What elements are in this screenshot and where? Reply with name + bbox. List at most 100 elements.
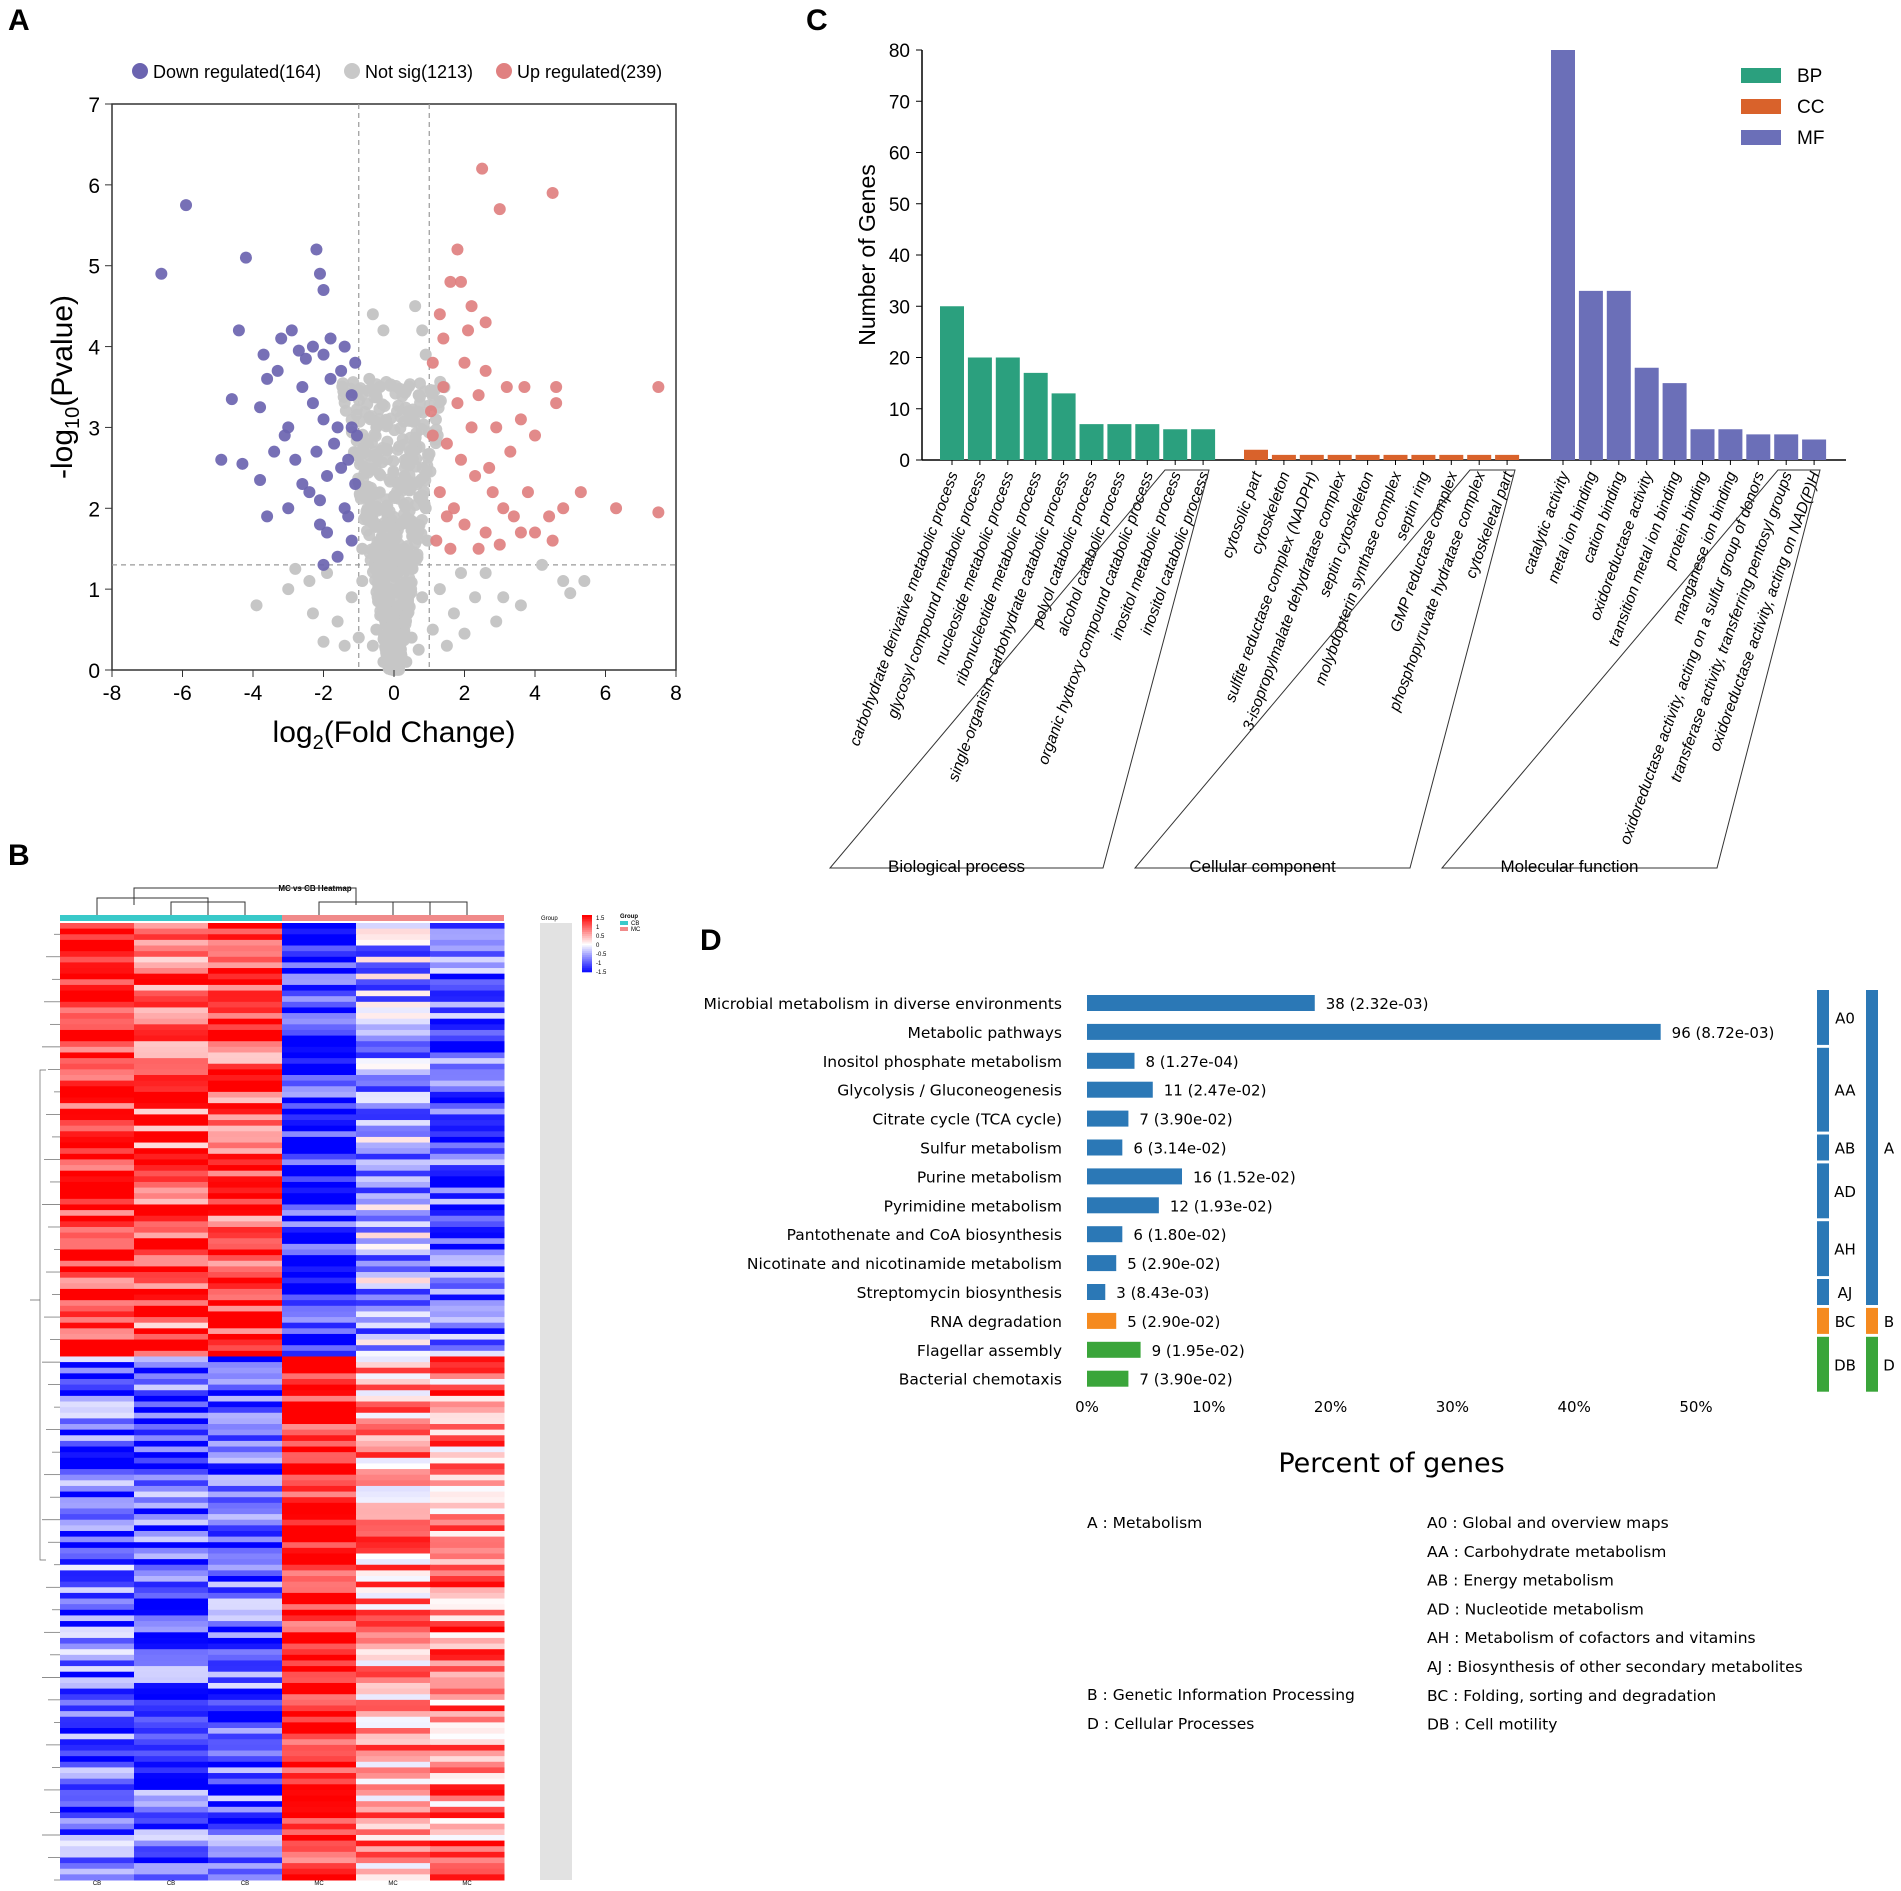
- notsig-point: [370, 623, 383, 636]
- heatmap-cell: [282, 1547, 357, 1554]
- heatmap-cell: [356, 1823, 431, 1830]
- heatmap-cell: [356, 1418, 431, 1425]
- subgroup-bar: [1817, 990, 1829, 1045]
- heatmap-cell: [60, 1187, 135, 1194]
- ontology-group-label: Cellular component: [1189, 857, 1336, 876]
- heatmap-cell: [282, 1001, 357, 1008]
- heatmap-cell: [356, 1592, 431, 1600]
- up-point: [574, 486, 587, 499]
- heatmap-cell: [430, 1148, 505, 1155]
- heatmap-cell: [208, 1761, 283, 1768]
- heatmap-cell: [282, 1463, 357, 1470]
- pathway-bar: [1087, 1370, 1129, 1387]
- heatmap-cell: [430, 1530, 505, 1538]
- heatmap-cell: [356, 1694, 431, 1701]
- heatmap-cell: [356, 1249, 431, 1256]
- pathway-label: Purine metabolism: [917, 1168, 1062, 1186]
- heatmap-cell: [60, 1542, 135, 1549]
- heatmap-cell: [356, 1671, 431, 1678]
- heatmap-cell: [430, 1311, 505, 1318]
- heatmap-cell: [134, 1086, 209, 1093]
- up-point: [550, 381, 563, 393]
- heatmap-cell: [134, 1874, 209, 1881]
- heatmap-cell: [208, 1058, 283, 1065]
- up-point: [500, 381, 513, 393]
- heatmap-cell: [282, 1187, 357, 1194]
- notsig-point: [317, 635, 330, 648]
- heatmap-cell: [430, 1080, 505, 1087]
- heatmap-cell: [208, 1418, 283, 1425]
- heatmap-cell: [430, 1485, 505, 1493]
- heatmap-cell: [60, 979, 135, 986]
- heatmap-cell: [60, 1626, 135, 1633]
- heatmap-cell: [356, 990, 431, 997]
- heatmap-cell: [134, 1868, 209, 1875]
- x-axis-title: log2(Fold Change): [273, 716, 516, 754]
- legend-label: MF: [1797, 128, 1824, 149]
- heatmap-cell: [134, 1801, 209, 1808]
- pathway-bar: [1087, 1255, 1117, 1272]
- subgroup-label: DB: [1834, 1356, 1856, 1374]
- heatmap-cell: [208, 1440, 283, 1448]
- heatmap-cell: [60, 1705, 135, 1712]
- heatmap-cell: [208, 1125, 283, 1132]
- cc-bar: [1467, 454, 1492, 460]
- heatmap-cell: [282, 990, 357, 997]
- scale-label: 1.5: [596, 916, 605, 922]
- heatmap-cell: [282, 1407, 357, 1414]
- heatmap-cell: [356, 951, 431, 958]
- heatmap-cell: [208, 1148, 283, 1155]
- notsig-point: [564, 587, 577, 600]
- heatmap-cell: [356, 1587, 431, 1594]
- heatmap-cell: [60, 1840, 135, 1847]
- x-tick-label: -2: [314, 682, 333, 705]
- heatmap-cell: [208, 1305, 283, 1312]
- heatmap-cell: [134, 1362, 209, 1369]
- heatmap-cell: [134, 1390, 209, 1397]
- heatmap-cell: [282, 1120, 357, 1127]
- heatmap-cell: [282, 1784, 357, 1791]
- heatmap-cell: [282, 1508, 357, 1515]
- heatmap-cell: [430, 1694, 505, 1701]
- notsig-point: [479, 566, 492, 579]
- heatmap-cell: [208, 1136, 283, 1144]
- heatmap-cell: [134, 1598, 209, 1605]
- pathway-bar: [1087, 1110, 1129, 1127]
- heatmap-cell: [282, 1007, 357, 1014]
- heatmap-cell: [60, 1868, 135, 1875]
- heatmap-cell: [60, 1288, 135, 1296]
- mf-bar: [1662, 383, 1687, 460]
- heatmap-cell: [208, 1863, 283, 1870]
- up-point: [504, 445, 517, 458]
- dendrogram-root: [133, 887, 357, 905]
- scale-swatch: [582, 953, 592, 956]
- heatmap-cell: [282, 1846, 357, 1853]
- heatmap-cell: [60, 1778, 135, 1785]
- down-point: [239, 251, 252, 264]
- notsig-point: [400, 655, 413, 668]
- heatmap-cell: [60, 1255, 135, 1262]
- heatmap-cell: [208, 984, 283, 992]
- heatmap-cell: [356, 1722, 431, 1729]
- heatmap-cell: [430, 1818, 505, 1825]
- heatmap-cell: [356, 1857, 431, 1864]
- group-legend-label: CB: [631, 921, 639, 927]
- heatmap-cell: [208, 1485, 283, 1493]
- heatmap-cell: [430, 1317, 505, 1324]
- heatmap-cell: [60, 1103, 135, 1110]
- heatmap-cell: [356, 1643, 431, 1650]
- down-point: [338, 340, 351, 353]
- heatmap-cell: [60, 1806, 135, 1813]
- heatmap-cell: [356, 1834, 431, 1842]
- heatmap-cell: [208, 1395, 283, 1402]
- heatmap-cell: [282, 1632, 357, 1639]
- heatmap-cell: [282, 934, 357, 941]
- heatmap-cell: [430, 1395, 505, 1402]
- group-color-bar: [60, 915, 134, 921]
- heatmap-cell: [282, 956, 357, 963]
- up-point: [433, 486, 446, 499]
- column-label: CB: [241, 1881, 249, 1887]
- heatmap-cell: [208, 1570, 283, 1577]
- heatmap-cell: [208, 1688, 283, 1695]
- heatmap-cell: [60, 1553, 135, 1560]
